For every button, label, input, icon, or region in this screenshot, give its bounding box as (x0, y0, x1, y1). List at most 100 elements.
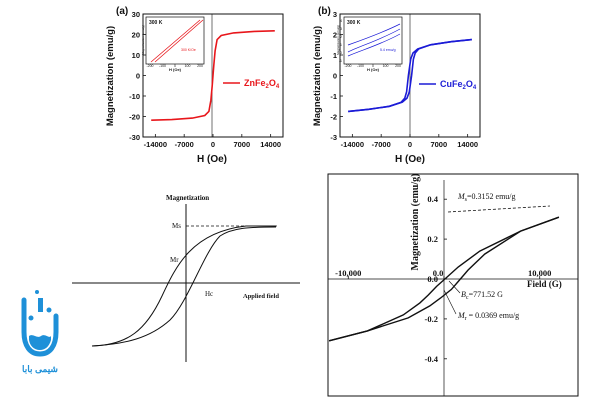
b-y-tick-label: 3 (333, 10, 337, 19)
b-y-tick-label: -1 (330, 92, 337, 101)
a-y-tick-label: 10 (132, 51, 140, 60)
inset-x-tick-label: 0 (174, 64, 176, 68)
chart-b-inset: 300 K 5.4 emu/g H (Oe) -200 -100 0 100 200 -… (336, 16, 403, 72)
inset-y-tick-label: 2 (340, 35, 342, 39)
chart-c: Magnetization Applied field Ms Mr Hc (72, 194, 300, 362)
d-y-tick-label: 0.2 (427, 234, 438, 244)
flask-neck-icon (38, 298, 43, 312)
chart-d-x-axis-label: Field (G) (527, 279, 562, 289)
a-y-tick-label: 30 (132, 10, 140, 19)
d-y-tick-label: -0.4 (425, 354, 439, 364)
chart-a-inset-note: 300 K/Oe (181, 48, 196, 52)
d-y-tick-label: 0.4 (427, 194, 438, 204)
chart-a-y-axis-label: Magnetization (emu/g) (105, 26, 116, 126)
b-y-tick-label: 0 (333, 72, 337, 81)
bubble-icon-3 (35, 290, 39, 294)
chart-b-y-axis-label: Magnetization (emu/g) (312, 26, 323, 126)
chart-d-plot-frame (327, 173, 579, 397)
inset-y-tick-label: -1 (339, 59, 342, 63)
d-x-tick-label: -10,000 (335, 268, 361, 278)
b-x-tick-label: -14000 (341, 140, 364, 149)
b-y-tick-label: 1 (333, 51, 337, 60)
logo-text: شیمی بابا (22, 364, 58, 374)
inset-y-tick-label: 3 (340, 27, 342, 31)
chart-a-inset-curve-2 (154, 19, 204, 63)
inset-x-tick-label: -100 (159, 64, 166, 68)
a-x-tick-label: -7000 (175, 140, 194, 149)
chart-a-panel-label: (a) (116, 6, 128, 17)
b-x-tick-label: 14000 (457, 140, 478, 149)
chart-b-inset-curve-1 (347, 28, 401, 53)
chart-d-loop-upper (328, 216, 560, 342)
chart-c-loop-lower (91, 226, 277, 347)
chart-b-inset-curve-3 (347, 23, 401, 46)
d-y-tick-label: 0.0 (427, 274, 438, 284)
chart-b-legend-text: CuFe2O4 (440, 79, 477, 91)
b-x-tick-label: 0 (408, 140, 412, 149)
chart-c-y-axis-label: Magnetization (166, 194, 209, 202)
a-y-tick-label: -10 (129, 92, 140, 101)
chart-d-ms-dashed-line (447, 205, 551, 213)
a-x-tick-label: 0 (211, 140, 215, 149)
chart-c-loop-upper (91, 225, 276, 347)
chart-a-legend-text: ZnFe2O4 (244, 78, 280, 90)
d-y-tick-label: -0.2 (425, 314, 438, 324)
b-y-tick-label: 2 (333, 31, 337, 40)
inset-x-tick-label: 0 (372, 64, 374, 68)
a-y-tick-label: -30 (129, 133, 140, 142)
brand-logo: شیمی بابا (21, 290, 59, 374)
inset-x-tick-label: -200 (146, 64, 153, 68)
chart-c-mr-label: Mr (170, 256, 179, 264)
b-x-tick-label: -7000 (372, 140, 391, 149)
a-y-tick-label: 0 (136, 72, 140, 81)
chart-d-loop-lower (328, 216, 560, 342)
chart-b-inset-label: 300 K (347, 20, 361, 26)
chart-d-bc-label: Bc=771.52 G (461, 290, 503, 301)
chart-b-inset-frame (343, 16, 403, 65)
inset-x-tick-label: 100 (383, 64, 389, 68)
inset-y-tick-label: 1 (340, 43, 342, 47)
b-x-tick-label: 7000 (430, 140, 447, 149)
chart-d-y-axis-label: Magnetization (emu/g) (410, 174, 421, 271)
a-x-tick-label: 7000 (233, 140, 250, 149)
chart-a-inset-ylabel: Magnetization (emu/g) (141, 25, 145, 55)
chart-a-inset-label: 300 K (149, 20, 163, 26)
chart-a-x-axis-label: H (Oe) (197, 154, 227, 165)
chart-d-ms-label: Ms=0.3152 emu/g (457, 192, 516, 203)
inset-x-tick-label: -200 (344, 64, 351, 68)
b-y-tick-label: -2 (330, 113, 337, 122)
chart-b-inset-ylabel: Magnetization (emu/g) (336, 25, 340, 55)
bubble-icon (28, 315, 34, 321)
a-y-tick-label: 20 (132, 31, 140, 40)
chart-a-inset-xlabel: H (Oe) (169, 67, 182, 72)
chart-b-x-axis-label: H (Oe) (395, 154, 425, 165)
b-y-tick-label: -3 (330, 133, 337, 142)
inset-y-tick-label: 0 (340, 51, 342, 55)
chart-a-inset: 300 K 300 K/Oe H (Oe) -200 -100 0 100 200 Ma… (141, 16, 205, 72)
inset-x-tick-label: 200 (395, 64, 401, 68)
chart-c-hc-label: Hc (205, 290, 213, 298)
d-x-tick-label: 0.0 (433, 268, 444, 278)
inset-x-tick-label: 200 (197, 64, 203, 68)
bubble-icon-2 (46, 307, 52, 313)
chart-b-inset-curve-2 (347, 33, 401, 57)
chart-b-panel-label: (b) (318, 6, 331, 17)
a-x-tick-label: 14000 (260, 140, 281, 149)
chart-a-series-znfe2o4 (151, 30, 275, 121)
d-x-tick-label: 10,000 (528, 268, 551, 278)
chart-d: 0.4 0.2 0.0 -0.2 -0.4 -10,000 0.0 10,000 Magne… (327, 173, 579, 397)
chart-b-inset-note: 5.4 emu/g (380, 48, 396, 52)
inset-x-tick-label: 100 (185, 64, 191, 68)
chart-b-series-cufe2o4-lower (348, 38, 472, 113)
chart-b-inset-xlabel: H (Oe) (367, 67, 380, 72)
liquid-icon (29, 335, 51, 350)
flask-icon (21, 297, 59, 357)
a-y-tick-label: -20 (129, 113, 140, 122)
chart-d-mr-label: Mr = 0.0369 emu/g (457, 311, 519, 322)
chart-c-x-axis-label: Applied field (243, 293, 279, 300)
chart-a-inset-curve-1 (150, 19, 201, 63)
inset-y-tick-label: 4 (340, 19, 342, 23)
chart-d-bc-pointer (448, 280, 461, 294)
